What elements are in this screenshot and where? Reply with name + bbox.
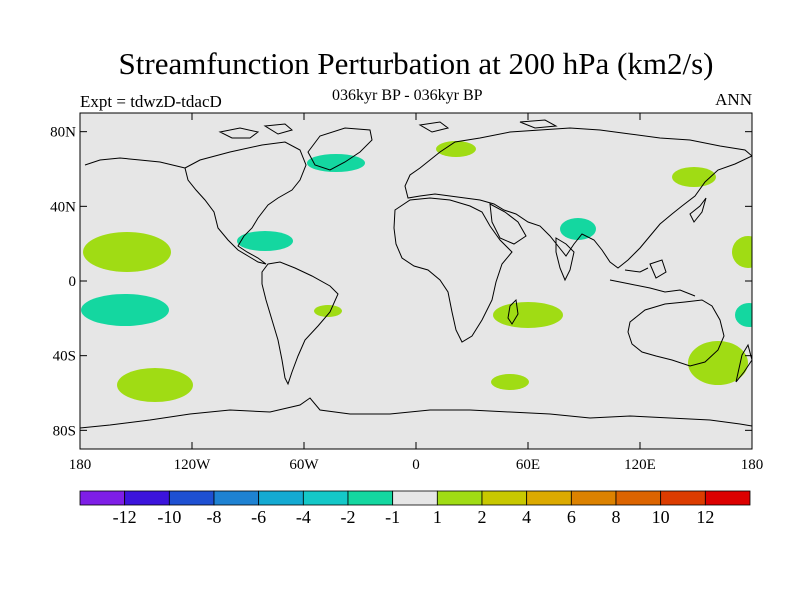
region-caribbean <box>237 231 293 251</box>
lat-tick-label: 80S <box>53 423 76 439</box>
colorbar-swatch <box>436 490 483 506</box>
colorbar-swatch <box>481 490 528 506</box>
arabia-coast <box>489 203 527 245</box>
new-zealand-coast <box>735 343 752 383</box>
colorbar: -12 -10 -8 -6 -4 -2 -1 1 2 4 6 8 10 12 <box>79 490 751 527</box>
colorbar-label: 2 <box>478 507 487 527</box>
india-coast <box>555 237 575 282</box>
colorbar-swatch <box>258 490 304 506</box>
region-scandinavia <box>436 141 476 157</box>
lat-axis: 80N 40N 0 40S 80S <box>50 125 752 439</box>
lon-axis: 180 120W 60W 0 60E 120E 180 <box>69 113 764 473</box>
eurasia-coast <box>404 127 752 269</box>
alaska-coast <box>84 157 186 169</box>
region-south-indian-b <box>493 302 563 328</box>
colorbar-swatch <box>660 490 706 506</box>
colorbar-label: 6 <box>567 507 576 527</box>
colorbar-label: -8 <box>207 507 222 527</box>
region-greenland <box>307 154 365 172</box>
madagascar-coast <box>507 298 519 325</box>
plot-title: Streamfunction Perturbation at 200 hPa (… <box>118 46 714 81</box>
colorbar-swatch <box>570 490 617 506</box>
lon-tick-label: 180 <box>741 457 764 473</box>
colorbar-label: -10 <box>157 507 181 527</box>
africa-coast <box>393 197 513 343</box>
region-west-pacific-north <box>732 236 752 268</box>
map-background <box>80 113 752 449</box>
indonesia-coast <box>609 259 696 297</box>
australia-coast <box>627 299 725 367</box>
north-america-coast <box>184 141 307 265</box>
antarctica-coast <box>80 397 752 429</box>
colorbar-swatch <box>615 490 662 506</box>
colorbar-label: -6 <box>251 507 266 527</box>
colorbar-swatch <box>79 490 126 506</box>
colorbar-swatch <box>213 490 260 506</box>
coastlines <box>80 119 752 429</box>
lat-tick-label: 0 <box>69 274 77 290</box>
lon-tick-label: 60W <box>289 457 319 473</box>
region-south-indian-a <box>491 374 529 390</box>
lon-tick-label: 0 <box>412 457 420 473</box>
season-label: ANN <box>715 90 752 109</box>
colorbar-label: -4 <box>296 507 311 527</box>
colorbar-swatch <box>347 490 394 506</box>
experiment-label: Expt = tdwzD-tdacD <box>80 92 222 111</box>
colorbar-swatch <box>168 490 215 506</box>
region-west-pacific-south <box>735 303 752 327</box>
lat-tick-label: 80N <box>50 125 76 141</box>
greenland-coast <box>307 127 373 171</box>
lon-tick-label: 120E <box>624 457 656 473</box>
colorbar-label: 1 <box>433 507 442 527</box>
period-label: 036kyr BP - 036kyr BP <box>332 87 483 104</box>
south-america-coast <box>261 261 339 386</box>
japan-coast <box>689 197 707 223</box>
perturbation-regions <box>81 141 752 402</box>
colorbar-swatch <box>526 490 572 506</box>
colorbar-swatch <box>392 490 438 506</box>
region-central-pacific-north <box>83 232 171 272</box>
colorbar-label: -1 <box>385 507 400 527</box>
lon-tick-label: 180 <box>69 457 92 473</box>
colorbar-label: 8 <box>612 507 621 527</box>
region-central-pacific-south <box>81 294 169 326</box>
lon-tick-label: 120W <box>174 457 212 473</box>
colorbar-label: 12 <box>696 507 714 527</box>
lat-tick-label: 40N <box>50 199 76 215</box>
colorbar-swatch <box>302 490 349 506</box>
colorbar-swatch <box>704 490 751 506</box>
region-south-pacific <box>117 368 193 402</box>
region-tibet <box>560 218 596 240</box>
colorbar-label: 10 <box>652 507 670 527</box>
region-kamchatka <box>672 167 716 187</box>
region-tasman <box>688 341 748 385</box>
lat-tick-label: 40S <box>53 349 76 365</box>
region-brazil-coast <box>314 305 342 317</box>
lon-tick-label: 60E <box>516 457 540 473</box>
colorbar-swatch <box>124 490 170 506</box>
colorbar-label: 4 <box>522 507 531 527</box>
colorbar-label: -2 <box>341 507 356 527</box>
arctic-islands <box>218 119 558 139</box>
colorbar-label: -12 <box>113 507 137 527</box>
